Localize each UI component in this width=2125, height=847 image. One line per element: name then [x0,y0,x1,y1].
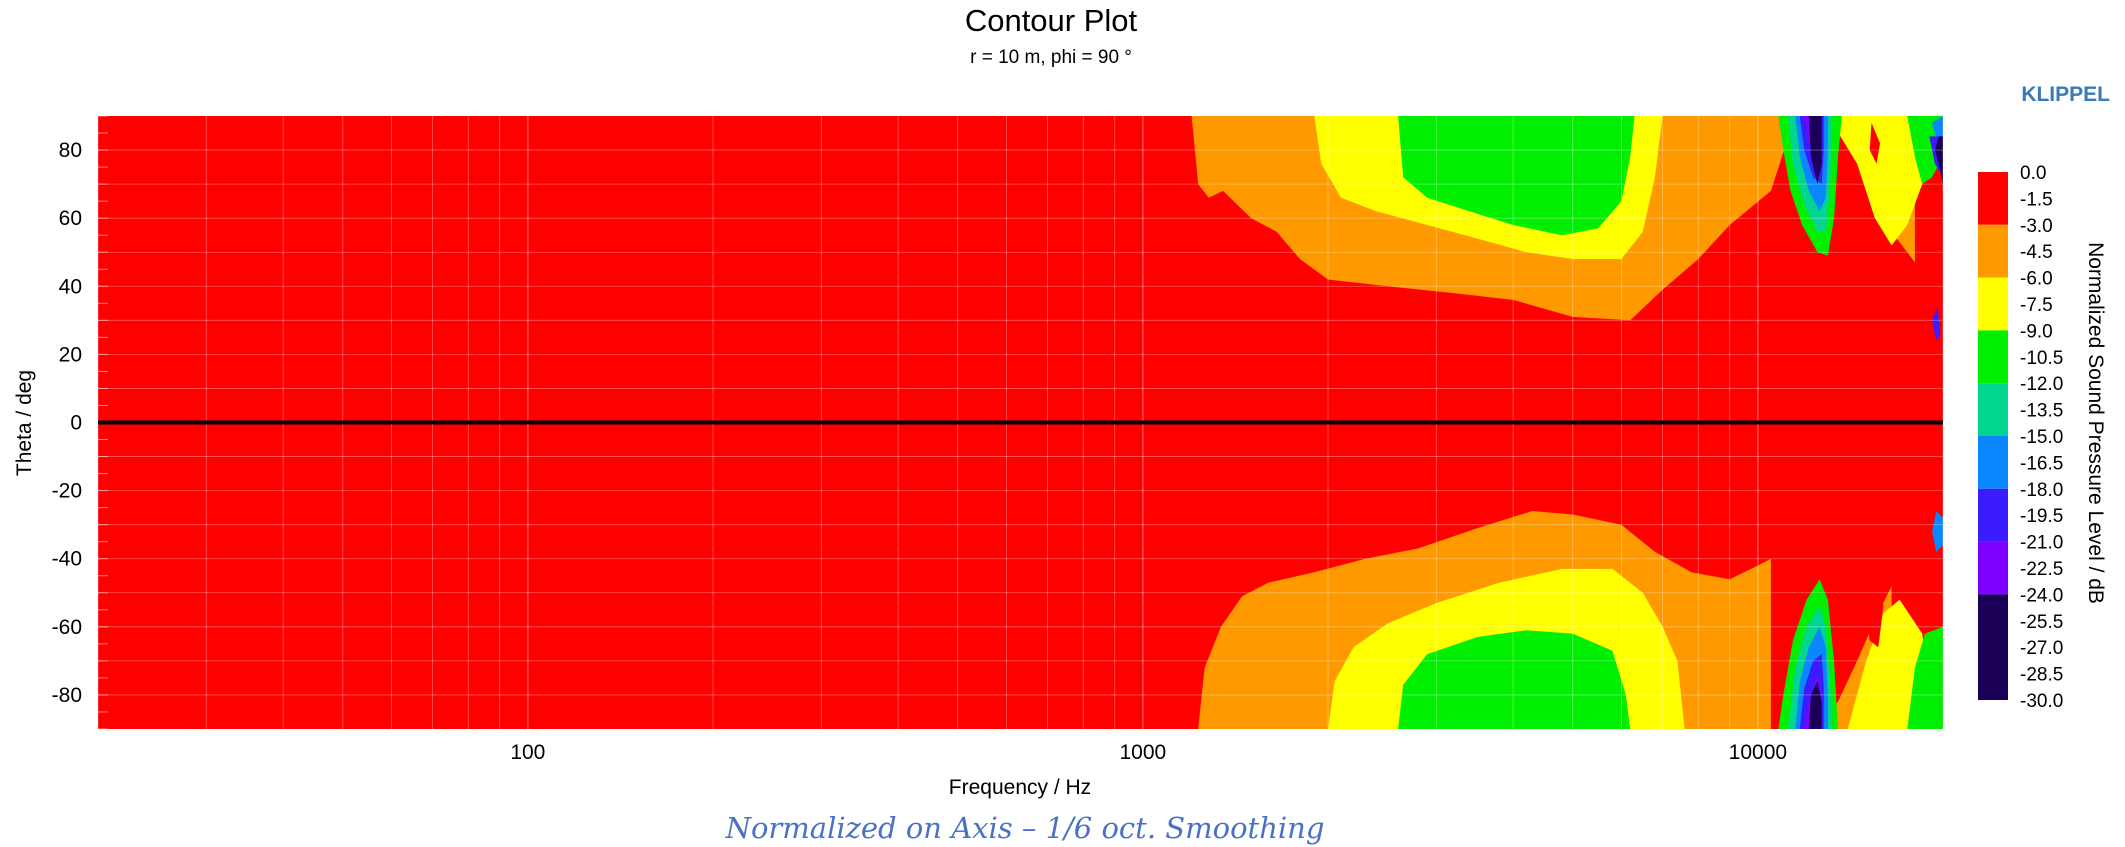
x-tick-label: 1000 [1120,741,1167,764]
colorbar-level-label: -13.5 [2020,401,2063,422]
colorbar-band-3 [1978,330,2008,384]
colorbar-level-label: -7.5 [2020,295,2053,316]
y-tick-label: 80 [59,139,82,162]
contour-band-24db-1 [1808,681,1822,729]
y-axis-ticks: 80 60 40 20 0 -20 -40 -60 -80 [52,139,82,707]
contour-band-24db-2 [1934,136,1943,185]
colorbar-band-2 [1978,277,2008,331]
colorbar-level-label: -12.0 [2020,374,2063,395]
contour-band-18db-3 [1932,306,1941,341]
y-tick-label: -40 [52,548,82,571]
contour-band-9db-5 [1907,626,1943,729]
contour-bands [1191,116,1943,729]
red-island-1 [1869,122,1880,164]
y-tick-label: -80 [52,684,82,707]
colorbar-level-label: -30.0 [2020,691,2063,712]
colorbar-level-label: -6.0 [2020,269,2053,290]
colorbar-label: Normalized Sound Pressure Level / dB [2084,242,2107,604]
y-tick-label: -20 [52,480,82,503]
colorbar-band-5 [1978,436,2008,489]
colorbar-level-label: -1.5 [2020,189,2053,210]
colorbar-level-label: -3.0 [2020,216,2053,237]
contour-band-9db-4 [1907,116,1943,185]
y-tick-label: 20 [59,343,82,366]
contour-band-9db-1 [1398,630,1631,729]
contour-band-15db-3 [1932,511,1943,552]
x-tick-label: 10000 [1729,741,1787,764]
colorbar-band-7 [1978,541,2008,595]
y-tick-label: -60 [52,616,82,639]
y-axis-label: Theta / deg [13,370,36,476]
colorbar-level-label: -16.5 [2020,453,2063,474]
colorbar-band-4 [1978,383,2008,436]
colorbar-level-label: -24.0 [2020,585,2063,606]
colorbar-level-label: -21.0 [2020,533,2063,554]
colorbar-band-8 [1978,594,2008,700]
colorbar-level-label: -10.5 [2020,348,2063,369]
colorbar-level-label: -15.0 [2020,427,2063,448]
colorbar-level-label: -9.0 [2020,321,2053,342]
colorbar-band-6 [1978,488,2008,542]
colorbar-level-label: -4.5 [2020,242,2053,263]
y-tick-label: 0 [70,412,82,435]
plot-area [98,116,1943,729]
brand-label: KLIPPEL [2021,83,2110,106]
x-axis-label: Frequency / Hz [949,776,1091,799]
red-island-0 [1864,551,1884,648]
contour-band-9db-0 [1398,116,1635,236]
colorbar-level-label: -18.0 [2020,480,2063,501]
caption: Normalized on Axis – 1/6 oct. Smoothing [725,811,1325,845]
x-axis-ticks: 100 1000 10000 [510,741,1787,764]
colorbar-level-label: -25.5 [2020,612,2063,633]
contour-band-6db-2 [1827,116,1930,246]
chart-title: Contour Plot [965,3,1138,38]
colorbar-level-label: -27.0 [2020,638,2063,659]
colorbar-level-label: -22.5 [2020,559,2063,580]
x-tick-label: 100 [510,741,545,764]
colorbar-level-label: 0.0 [2020,163,2046,184]
y-tick-label: 40 [59,275,82,298]
colorbar-band-0 [1978,172,2008,225]
colorbar-band-1 [1978,224,2008,278]
colorbar: 0.0 -1.5 -3.0 -4.5 -6.0 -7.5 -9.0 -10.5 -12.0 -13… [1978,163,2063,712]
chart-subtitle: r = 10 m, phi = 90 ° [970,47,1132,68]
colorbar-level-label: -28.5 [2020,665,2063,686]
contour-band-24db-0 [1808,116,1822,185]
y-tick-label: 60 [59,207,82,230]
colorbar-level-label: -19.5 [2020,506,2063,527]
